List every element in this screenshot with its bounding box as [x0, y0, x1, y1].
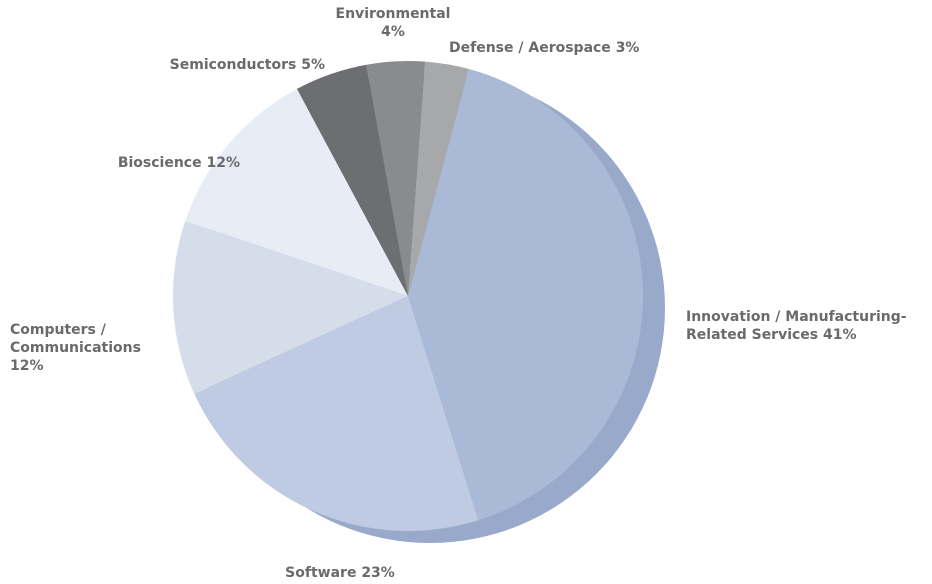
category-name: Computers / Communications: [10, 322, 141, 356]
slice-label: Computers / Communications 12%: [10, 321, 160, 375]
category-name: Innovation / Manufacturing-Related Servi…: [686, 309, 907, 343]
value-label: 12%: [10, 358, 44, 374]
slice-label: Semiconductors 5%: [120, 56, 325, 74]
pie-slice: [408, 61, 469, 296]
slice-label: Software 23%: [270, 564, 410, 582]
value-label: 12%: [206, 155, 240, 171]
category-name: Semiconductors: [169, 57, 297, 73]
value-label: 23%: [361, 565, 395, 581]
value-label: 41%: [823, 327, 857, 343]
pie-slice: [185, 88, 408, 296]
pie-slice: [366, 60, 426, 296]
pie-slice: [173, 221, 408, 394]
value-label: 4%: [381, 24, 405, 40]
category-name: Environmental: [335, 6, 451, 22]
category-name: Software: [285, 565, 357, 581]
value-label: 3%: [615, 40, 640, 56]
category-name: Bioscience: [117, 155, 202, 171]
pie-slice: [408, 69, 643, 521]
slice-label: Innovation / Manufacturing-Related Servi…: [686, 308, 931, 344]
value-label: 5%: [301, 57, 325, 73]
slice-label: Environmental 4%: [334, 5, 452, 41]
category-name: Defense / Aerospace: [449, 40, 611, 56]
slice-label: Bioscience 12%: [60, 154, 240, 172]
slice-label: Defense / Aerospace 3%: [449, 39, 669, 57]
pie-slice: [296, 64, 408, 296]
pie-slice: [194, 296, 479, 531]
